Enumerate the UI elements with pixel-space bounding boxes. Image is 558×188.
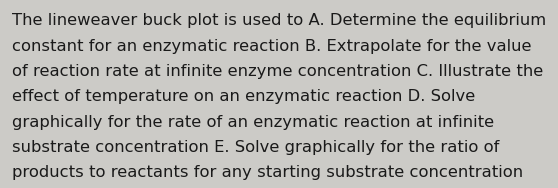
Text: effect of temperature on an enzymatic reaction D. Solve: effect of temperature on an enzymatic re… <box>12 89 475 104</box>
Text: The lineweaver buck plot is used to A. Determine the equilibrium: The lineweaver buck plot is used to A. D… <box>12 13 546 28</box>
Text: graphically for the rate of an enzymatic reaction at infinite: graphically for the rate of an enzymatic… <box>12 115 494 130</box>
Text: of reaction rate at infinite enzyme concentration C. Illustrate the: of reaction rate at infinite enzyme conc… <box>12 64 543 79</box>
Text: products to reactants for any starting substrate concentration: products to reactants for any starting s… <box>12 165 523 180</box>
Text: substrate concentration E. Solve graphically for the ratio of: substrate concentration E. Solve graphic… <box>12 140 499 155</box>
Text: constant for an enzymatic reaction B. Extrapolate for the value: constant for an enzymatic reaction B. Ex… <box>12 39 532 54</box>
